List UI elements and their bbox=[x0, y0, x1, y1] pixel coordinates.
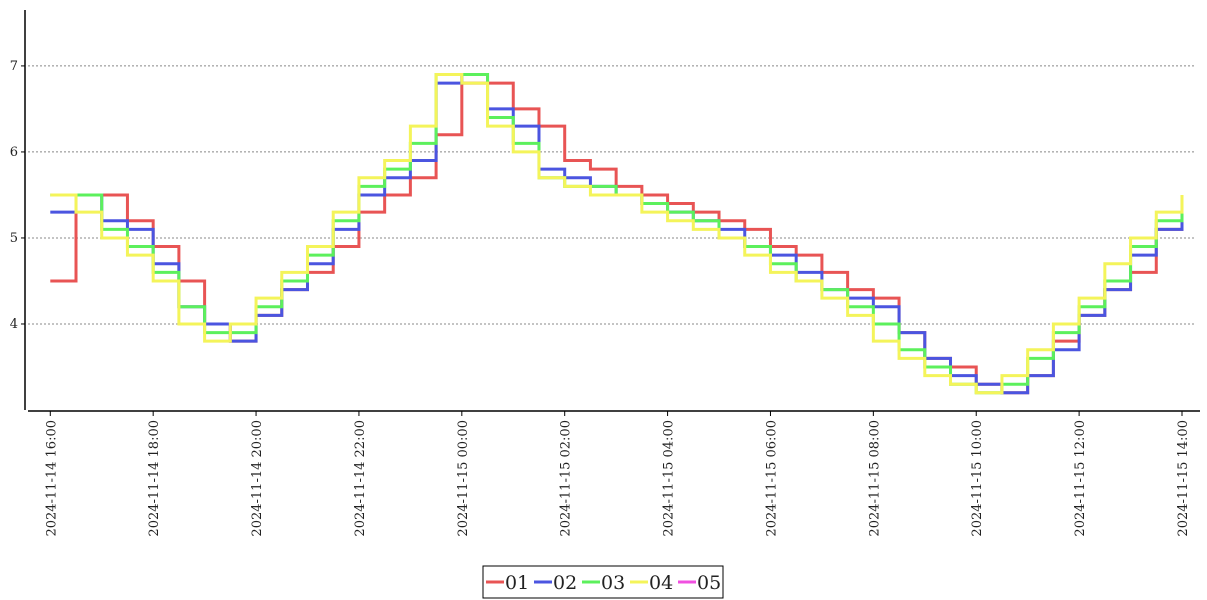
legend-label: 05 bbox=[697, 572, 721, 594]
series-line bbox=[50, 73, 1184, 395]
x-tick-label: 2024-11-15 02:00 bbox=[559, 420, 574, 537]
x-tick-label: 2024-11-15 00:00 bbox=[456, 420, 471, 537]
x-tick-label: 2024-11-14 16:00 bbox=[44, 420, 59, 537]
x-tick-label: 2024-11-15 08:00 bbox=[867, 420, 882, 537]
y-tick-label: 6 bbox=[10, 145, 18, 160]
x-tick-label: 2024-11-14 18:00 bbox=[147, 420, 162, 537]
x-tick-label: 2024-11-15 10:00 bbox=[970, 420, 985, 537]
x-tick-label: 2024-11-15 06:00 bbox=[764, 420, 779, 537]
legend-label: 01 bbox=[505, 572, 529, 594]
x-tick-label: 2024-11-15 14:00 bbox=[1176, 420, 1191, 537]
legend-label: 04 bbox=[649, 572, 673, 594]
x-tick-label: 2024-11-14 22:00 bbox=[353, 420, 368, 537]
x-tick-label: 2024-11-15 12:00 bbox=[1073, 420, 1088, 537]
y-tick-label: 7 bbox=[10, 59, 18, 74]
series-line bbox=[50, 73, 1184, 395]
series-line bbox=[50, 73, 1184, 395]
y-tick-label: 4 bbox=[10, 317, 18, 332]
x-tick-label: 2024-11-15 04:00 bbox=[662, 420, 677, 537]
legend-label: 03 bbox=[601, 572, 625, 594]
x-tick-label: 2024-11-14 20:00 bbox=[250, 420, 265, 537]
y-tick-label: 5 bbox=[10, 231, 18, 246]
legend-label: 02 bbox=[553, 572, 577, 594]
